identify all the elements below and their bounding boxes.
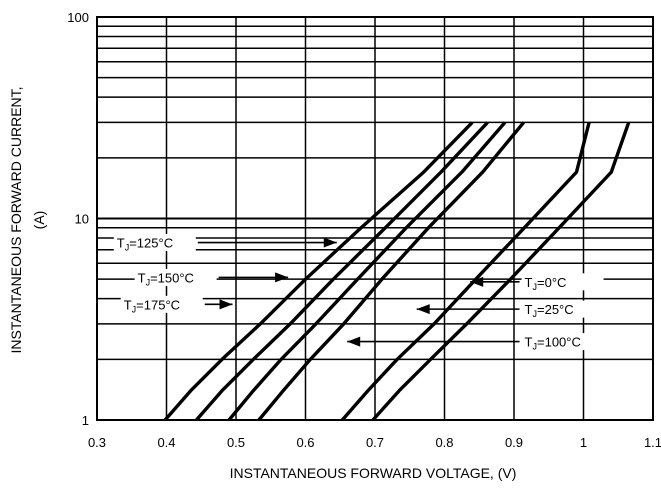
annotation-arrowhead (347, 336, 361, 347)
x-tick-label: 1.1 (644, 435, 661, 450)
annotation-tj-100-c: TJ=100°C (347, 333, 604, 352)
x-tick-label: 0.8 (435, 435, 453, 450)
series-annotations: TJ=125°C TJ=150°C TJ=175°C TJ=0°C TJ=25°C TJ=… (113, 234, 604, 352)
annotation-tj-0-c: TJ=0°C (470, 273, 604, 292)
y-tick-label: 1 (82, 413, 89, 428)
annotation-arrowhead (275, 272, 289, 283)
annotation-label-bg (120, 295, 203, 313)
x-tick-label: 0.7 (366, 435, 384, 450)
x-axis-title: INSTANTANEOUS FORWARD VOLTAGE, (V) (230, 465, 517, 481)
axis-ticks: 0.3 0.4 0.5 0.6 0.7 0.8 0.9 1 1.1 1 10 100 (67, 10, 661, 450)
annotation-label-bg (521, 273, 604, 291)
annotation-label: TJ=0°C (525, 275, 567, 292)
series-curve (227, 121, 507, 422)
x-tick-label: 0.6 (296, 435, 314, 450)
series-curve (195, 121, 489, 422)
annotation-arrowhead (323, 237, 337, 248)
annotation-label: TJ=175°C (124, 297, 180, 314)
annotation-label-bg (113, 234, 196, 252)
y-axis-title-line2: (A) (31, 211, 47, 230)
annotation-label: TJ=125°C (117, 236, 173, 253)
annotation-label-bg (134, 268, 217, 286)
annotation-label-bg (521, 333, 604, 351)
series-curve (163, 121, 474, 422)
annotation-arrowhead (416, 304, 430, 315)
annotation-tj-175-c: TJ=175°C (120, 295, 233, 314)
annotation-label: TJ=100°C (525, 335, 581, 352)
x-tick-label: 0.9 (505, 435, 523, 450)
series-curve (341, 121, 591, 422)
series-curve (257, 121, 526, 422)
y-axis-title-line1: INSTANTANEOUS FORWARD CURRENT, (8, 86, 24, 353)
x-tick-label: 1 (580, 435, 587, 450)
annotation-label: TJ=25°C (525, 302, 574, 319)
annotation-label-bg (521, 300, 604, 318)
series-curves (163, 121, 631, 422)
annotation-tj-25-c: TJ=25°C (416, 300, 604, 319)
annotation-arrowhead (219, 299, 233, 310)
x-tick-label: 0.5 (227, 435, 245, 450)
x-tick-label: 0.4 (157, 435, 175, 450)
x-tick-label: 0.3 (88, 435, 106, 450)
annotation-arrowhead (470, 276, 484, 287)
annotation-label: TJ=150°C (138, 270, 194, 287)
y-tick-label: 10 (75, 212, 89, 227)
y-tick-label: 100 (67, 10, 89, 25)
annotation-tj-125-c: TJ=125°C (113, 234, 337, 253)
series-curve (371, 121, 631, 422)
annotation-tj-150-c: TJ=150°C (134, 268, 289, 287)
